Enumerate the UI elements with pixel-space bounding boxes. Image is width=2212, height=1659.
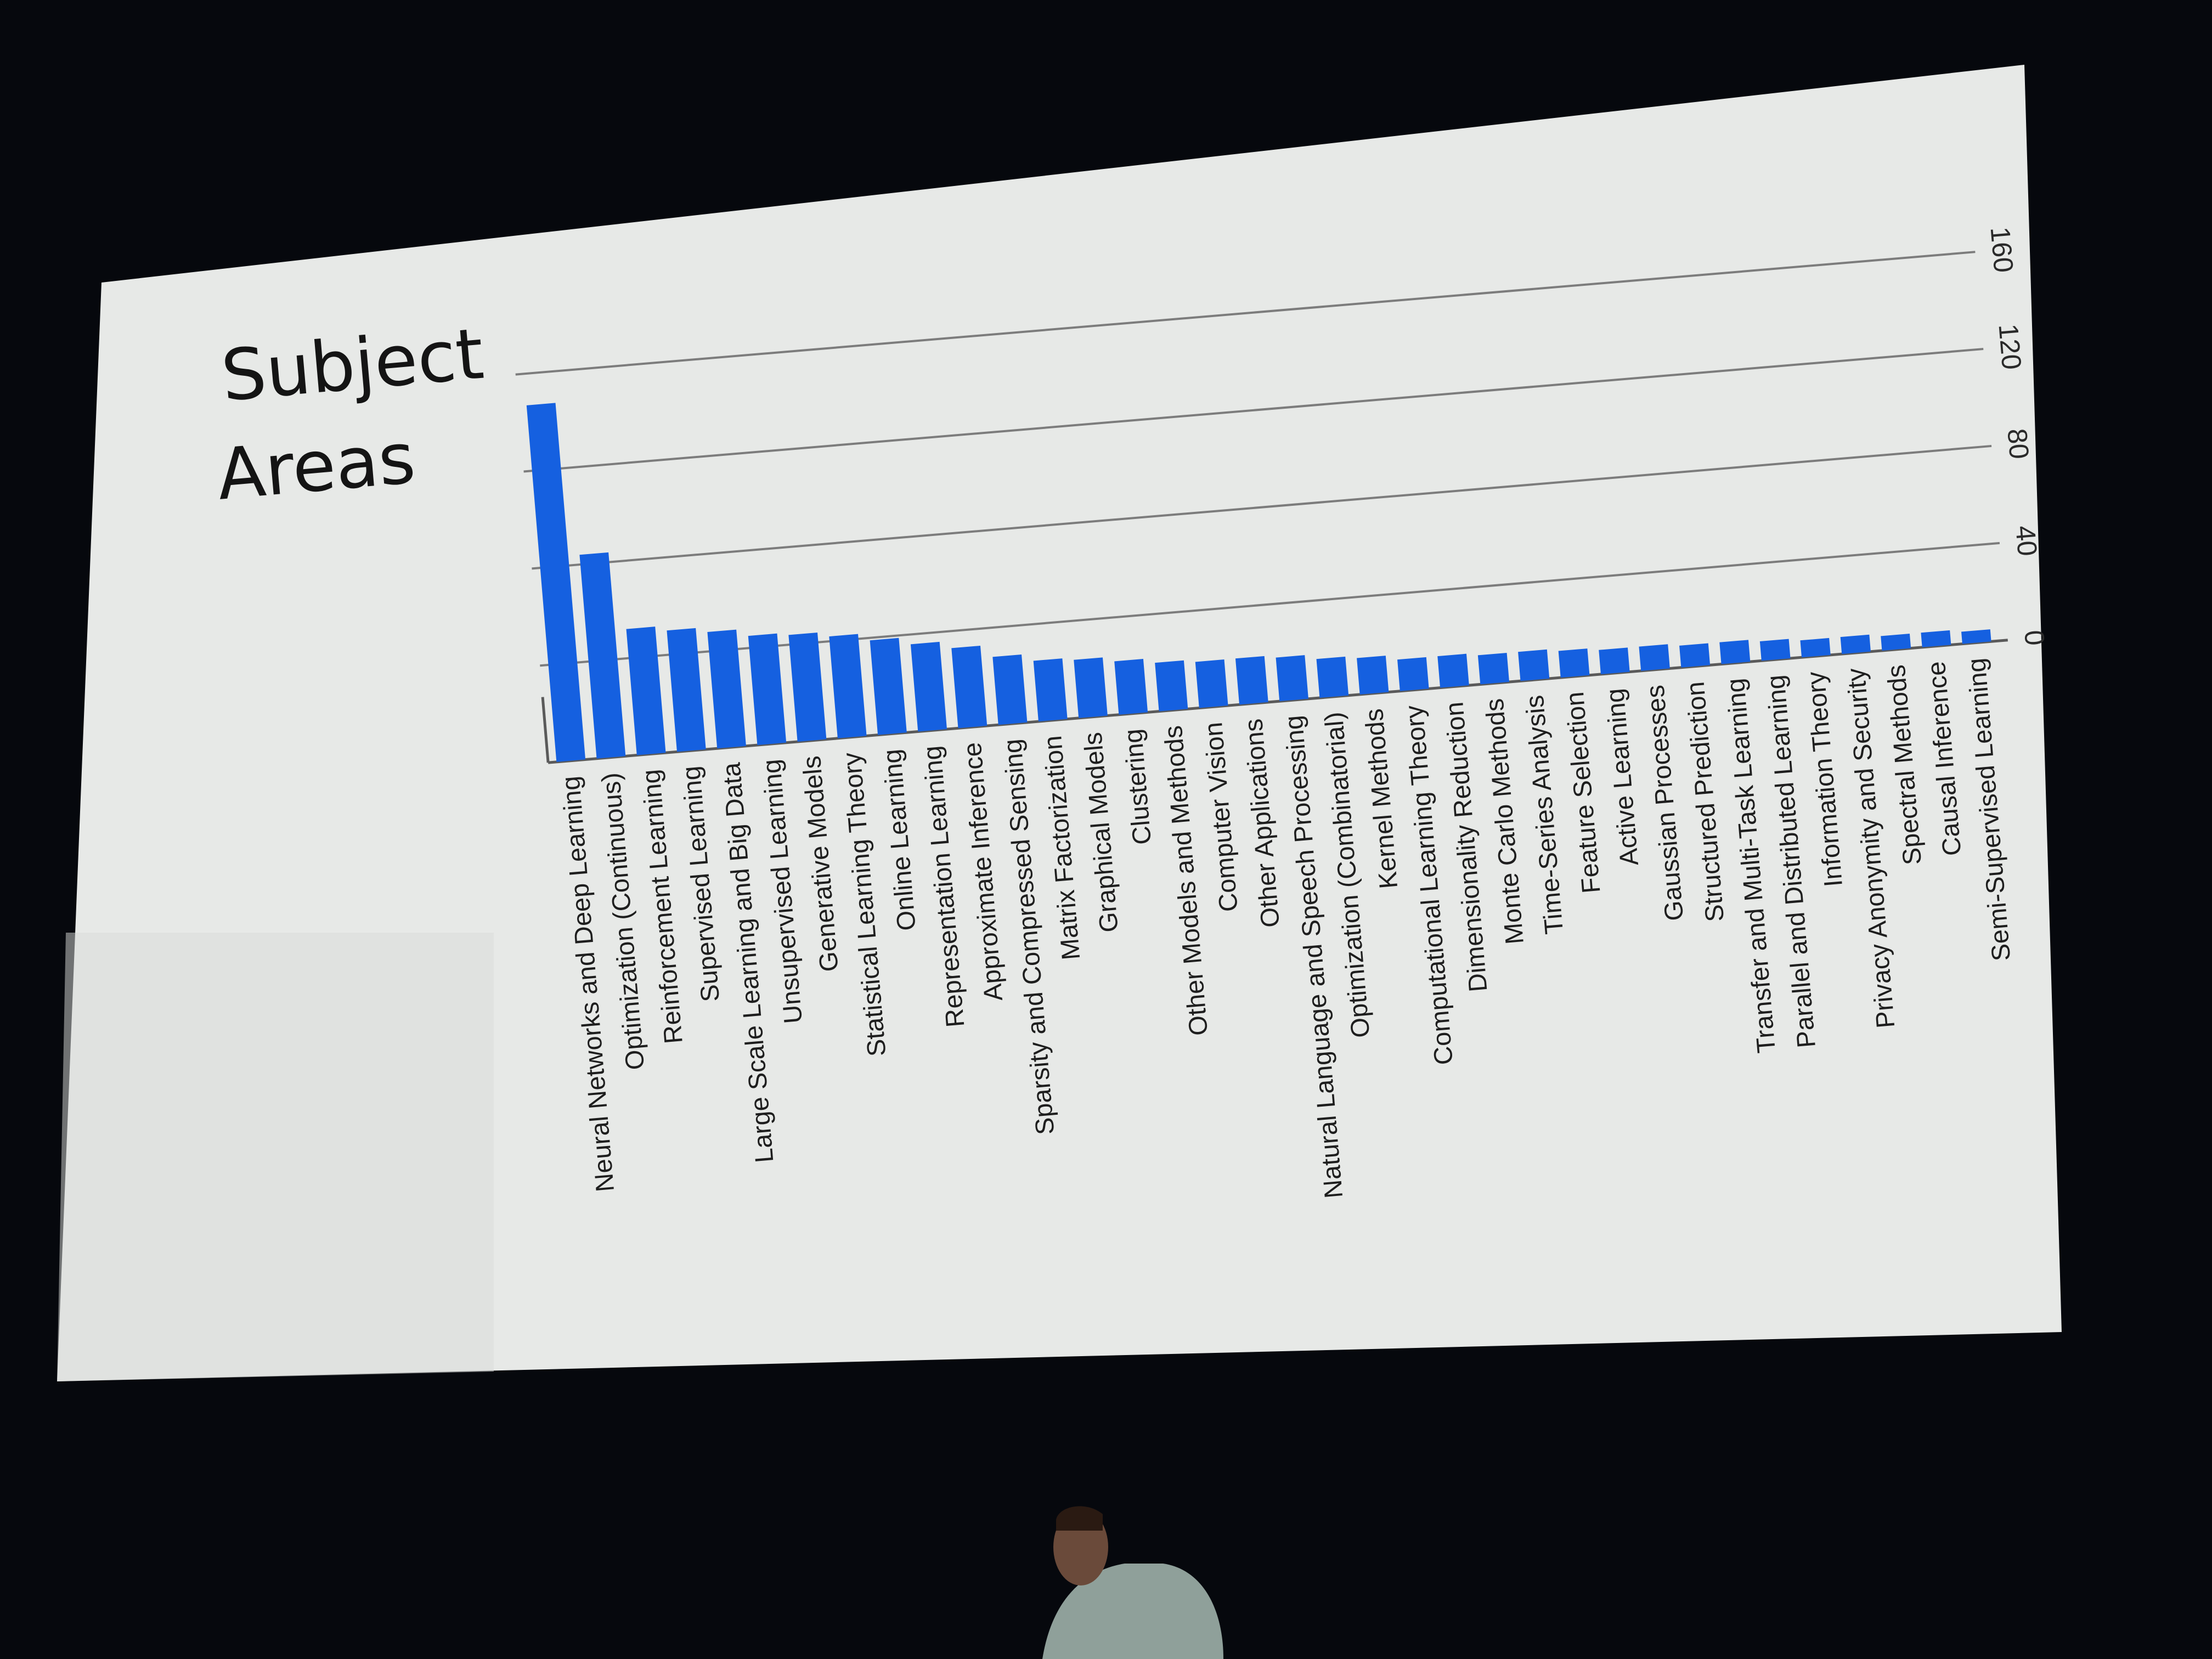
bar-12 <box>1033 658 1068 722</box>
bar-11 <box>992 654 1028 725</box>
bar-27 <box>1639 644 1670 671</box>
bar-18 <box>1276 655 1308 702</box>
bar-9 <box>910 641 947 732</box>
y-tick-label-3: 120 <box>1993 323 2027 371</box>
bar-19 <box>1316 656 1349 698</box>
bar-32 <box>1840 634 1871 654</box>
bar-1 <box>579 552 626 759</box>
bar-5 <box>748 633 787 746</box>
bar-30 <box>1759 639 1791 661</box>
bar-7 <box>829 634 867 738</box>
y-axis-line <box>541 697 550 763</box>
bar-28 <box>1679 643 1711 668</box>
bar-16 <box>1195 659 1228 708</box>
gridline-80 <box>532 444 1992 570</box>
bar-31 <box>1800 637 1831 658</box>
bar-13 <box>1074 657 1108 718</box>
bar-24 <box>1518 649 1550 681</box>
slide-title-line2: Areas <box>214 417 419 516</box>
y-tick-label-2: 80 <box>2001 427 2034 460</box>
bar-14 <box>1114 659 1148 715</box>
gridline-40 <box>540 541 2000 667</box>
y-tick-label-1: 40 <box>2010 524 2042 557</box>
y-axis-tick-labels: 0 40 80 120 160 <box>1985 225 2051 647</box>
bar-25 <box>1558 648 1590 678</box>
slide-shadow <box>57 933 494 1381</box>
gridline-160 <box>515 251 1976 376</box>
bar-34 <box>1921 630 1951 647</box>
chart-bars <box>526 403 1991 762</box>
bar-20 <box>1357 656 1389 695</box>
bar-33 <box>1881 633 1911 651</box>
bar-17 <box>1235 656 1268 705</box>
y-tick-label-4: 160 <box>1985 225 2019 274</box>
bar-23 <box>1477 652 1510 685</box>
bar-8 <box>870 637 907 735</box>
bar-3 <box>667 628 706 752</box>
bar-29 <box>1719 640 1751 664</box>
gridline-120 <box>523 348 1984 473</box>
y-tick-label-0: 0 <box>2018 629 2050 646</box>
bar-35 <box>1961 629 1991 644</box>
bar-10 <box>951 646 988 729</box>
bar-2 <box>626 627 666 755</box>
bar-21 <box>1397 657 1429 691</box>
bar-4 <box>707 629 746 749</box>
bar-0 <box>526 403 586 762</box>
bar-22 <box>1437 653 1469 688</box>
presenter-silhouette <box>1042 1506 1223 1659</box>
bar-6 <box>788 632 827 742</box>
slide-background <box>57 65 2062 1381</box>
bar-15 <box>1155 660 1188 712</box>
bar-26 <box>1599 647 1630 674</box>
